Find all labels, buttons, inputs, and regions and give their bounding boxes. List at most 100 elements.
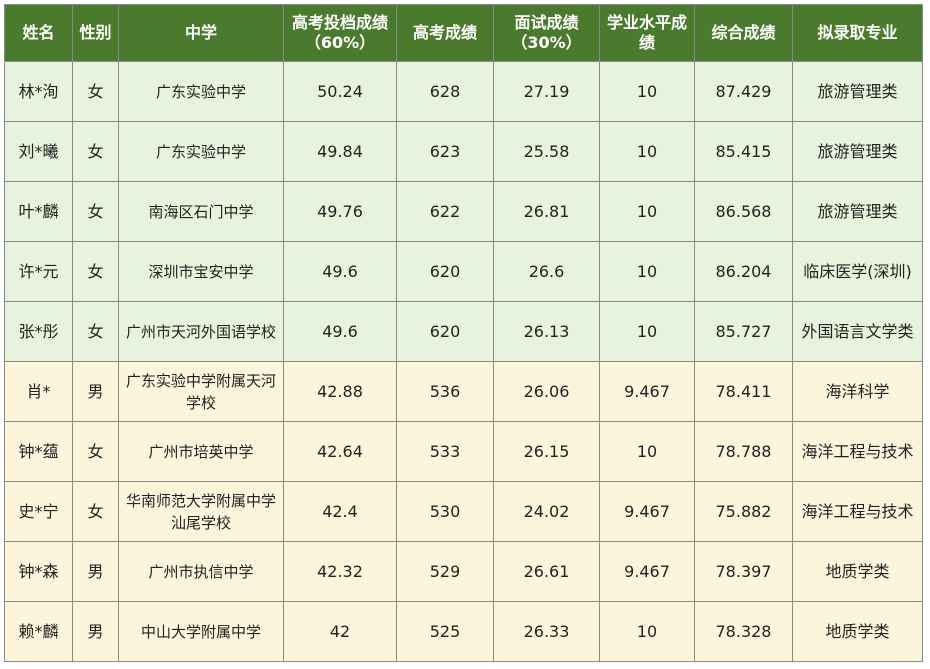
table-row: 钟*蕴女广州市培英中学 42.64 533 26.15 10 78.788 海洋工程与技术 [4,421,923,482]
cell-name: 刘*曦 [4,121,73,182]
cell-academic-level: 10 [599,421,695,482]
cell-school: 南海区石门中学 [118,181,284,242]
cell-major: 旅游管理类 [792,61,923,122]
cell-gaokao-score: 530 [396,481,494,542]
cell-gaokao-score: 620 [396,241,494,302]
cell-weighted-score: 50.24 [283,61,397,122]
cell-total-score: 78.411 [694,361,793,422]
table-row: 肖* 男广东实验中学附属天河学校 42.88 536 26.06 9.467 78.411 海… [4,361,923,422]
cell-school: 广州市执信中学 [118,541,284,602]
cell-total-score: 86.204 [694,241,793,302]
cell-weighted-score: 49.84 [283,121,397,182]
cell-gaokao-score: 536 [396,361,494,422]
column-header-total-score: 综合成绩 [694,4,793,62]
cell-major: 海洋科学 [792,361,923,422]
table-row: 许*元女深圳市宝安中学 49.6 620 26.6 10 86.204 临床医学(深圳) [4,241,923,302]
cell-major: 地质学类 [792,601,923,662]
cell-school: 广州市培英中学 [118,421,284,482]
cell-name: 钟*森 [4,541,73,602]
cell-major: 旅游管理类 [792,121,923,182]
cell-name: 叶*麟 [4,181,73,242]
cell-gender: 男 [72,541,119,602]
cell-total-score: 78.397 [694,541,793,602]
column-header-interview-score: 面试成绩（30%） [493,4,600,62]
cell-gender: 女 [72,241,119,302]
cell-gender: 女 [72,301,119,362]
table-row: 赖*麟男中山大学附属中学 42 525 26.33 10 78.328 地质学类 [4,601,923,662]
table-row: 张*彤女广州市天河外国语学校 49.6 620 26.13 10 85.727 外国语言文学… [4,301,923,362]
cell-total-score: 78.328 [694,601,793,662]
cell-gaokao-score: 525 [396,601,494,662]
cell-gaokao-score: 533 [396,421,494,482]
cell-weighted-score: 42.4 [283,481,397,542]
cell-academic-level: 10 [599,241,695,302]
cell-name: 张*彤 [4,301,73,362]
table-row: 林*洵女广东实验中学 50.24 628 27.19 10 87.429 旅游管理类 [4,61,923,122]
cell-gender: 男 [72,361,119,422]
cell-interview-score: 26.81 [493,181,600,242]
cell-major: 海洋工程与技术 [792,481,923,542]
cell-gaokao-score: 628 [396,61,494,122]
cell-interview-score: 26.61 [493,541,600,602]
cell-school: 深圳市宝安中学 [118,241,284,302]
cell-interview-score: 26.15 [493,421,600,482]
column-header-gender: 性别 [72,4,119,62]
table-row: 史*宁女华南师范大学附属中学汕尾学校 42.4 530 24.02 9.467 75.88… [4,481,923,542]
cell-interview-score: 26.06 [493,361,600,422]
cell-name: 赖*麟 [4,601,73,662]
cell-academic-level: 10 [599,61,695,122]
cell-interview-score: 26.13 [493,301,600,362]
cell-name: 林*洵 [4,61,73,122]
cell-gender: 男 [72,601,119,662]
cell-name: 肖* [4,361,73,422]
table-row: 钟*森男广州市执信中学 42.32 529 26.61 9.467 78.397 地质学类 [4,541,923,602]
cell-gaokao-score: 622 [396,181,494,242]
column-header-academic-level: 学业水平成绩 [599,4,695,62]
cell-gender: 女 [72,61,119,122]
cell-gender: 女 [72,121,119,182]
column-header-name: 姓名 [4,4,73,62]
cell-school: 广东实验中学 [118,121,284,182]
cell-academic-level: 10 [599,301,695,362]
cell-gaokao-score: 620 [396,301,494,362]
cell-gaokao-score: 529 [396,541,494,602]
column-header-major: 拟录取专业 [792,4,923,62]
cell-school: 广东实验中学附属天河学校 [118,361,284,422]
cell-school: 广东实验中学 [118,61,284,122]
cell-academic-level: 9.467 [599,361,695,422]
cell-total-score: 85.727 [694,301,793,362]
cell-interview-score: 26.6 [493,241,600,302]
table-body: 林*洵女广东实验中学 50.24 628 27.19 10 87.429 旅游管理类 刘*曦女… [4,61,923,662]
cell-name: 许*元 [4,241,73,302]
cell-gender: 女 [72,421,119,482]
header-row: 姓名 性别 中学 高考投档成绩（60%） 高考成绩 面试成绩（30%） 学业水平… [4,4,923,62]
cell-total-score: 86.568 [694,181,793,242]
cell-total-score: 85.415 [694,121,793,182]
cell-major: 临床医学(深圳) [792,241,923,302]
cell-weighted-score: 42.32 [283,541,397,602]
cell-major: 旅游管理类 [792,181,923,242]
cell-interview-score: 24.02 [493,481,600,542]
cell-weighted-score: 42.64 [283,421,397,482]
admission-table-container: 姓名 性别 中学 高考投档成绩（60%） 高考成绩 面试成绩（30%） 学业水平… [4,4,923,664]
cell-interview-score: 26.33 [493,601,600,662]
cell-name: 钟*蕴 [4,421,73,482]
cell-weighted-score: 42 [283,601,397,662]
cell-total-score: 87.429 [694,61,793,122]
cell-gender: 女 [72,181,119,242]
cell-total-score: 78.788 [694,421,793,482]
table-row: 叶*麟女南海区石门中学 49.76 622 26.81 10 86.568 旅游管理类 [4,181,923,242]
cell-academic-level: 9.467 [599,481,695,542]
admission-table: 姓名 性别 中学 高考投档成绩（60%） 高考成绩 面试成绩（30%） 学业水平… [4,4,923,662]
cell-name: 史*宁 [4,481,73,542]
cell-school: 中山大学附属中学 [118,601,284,662]
column-header-gaokao-score: 高考成绩 [396,4,494,62]
cell-school: 华南师范大学附属中学汕尾学校 [118,481,284,542]
cell-weighted-score: 42.88 [283,361,397,422]
cell-academic-level: 10 [599,181,695,242]
cell-interview-score: 27.19 [493,61,600,122]
cell-interview-score: 25.58 [493,121,600,182]
cell-academic-level: 10 [599,601,695,662]
cell-weighted-score: 49.76 [283,181,397,242]
cell-major: 外国语言文学类 [792,301,923,362]
